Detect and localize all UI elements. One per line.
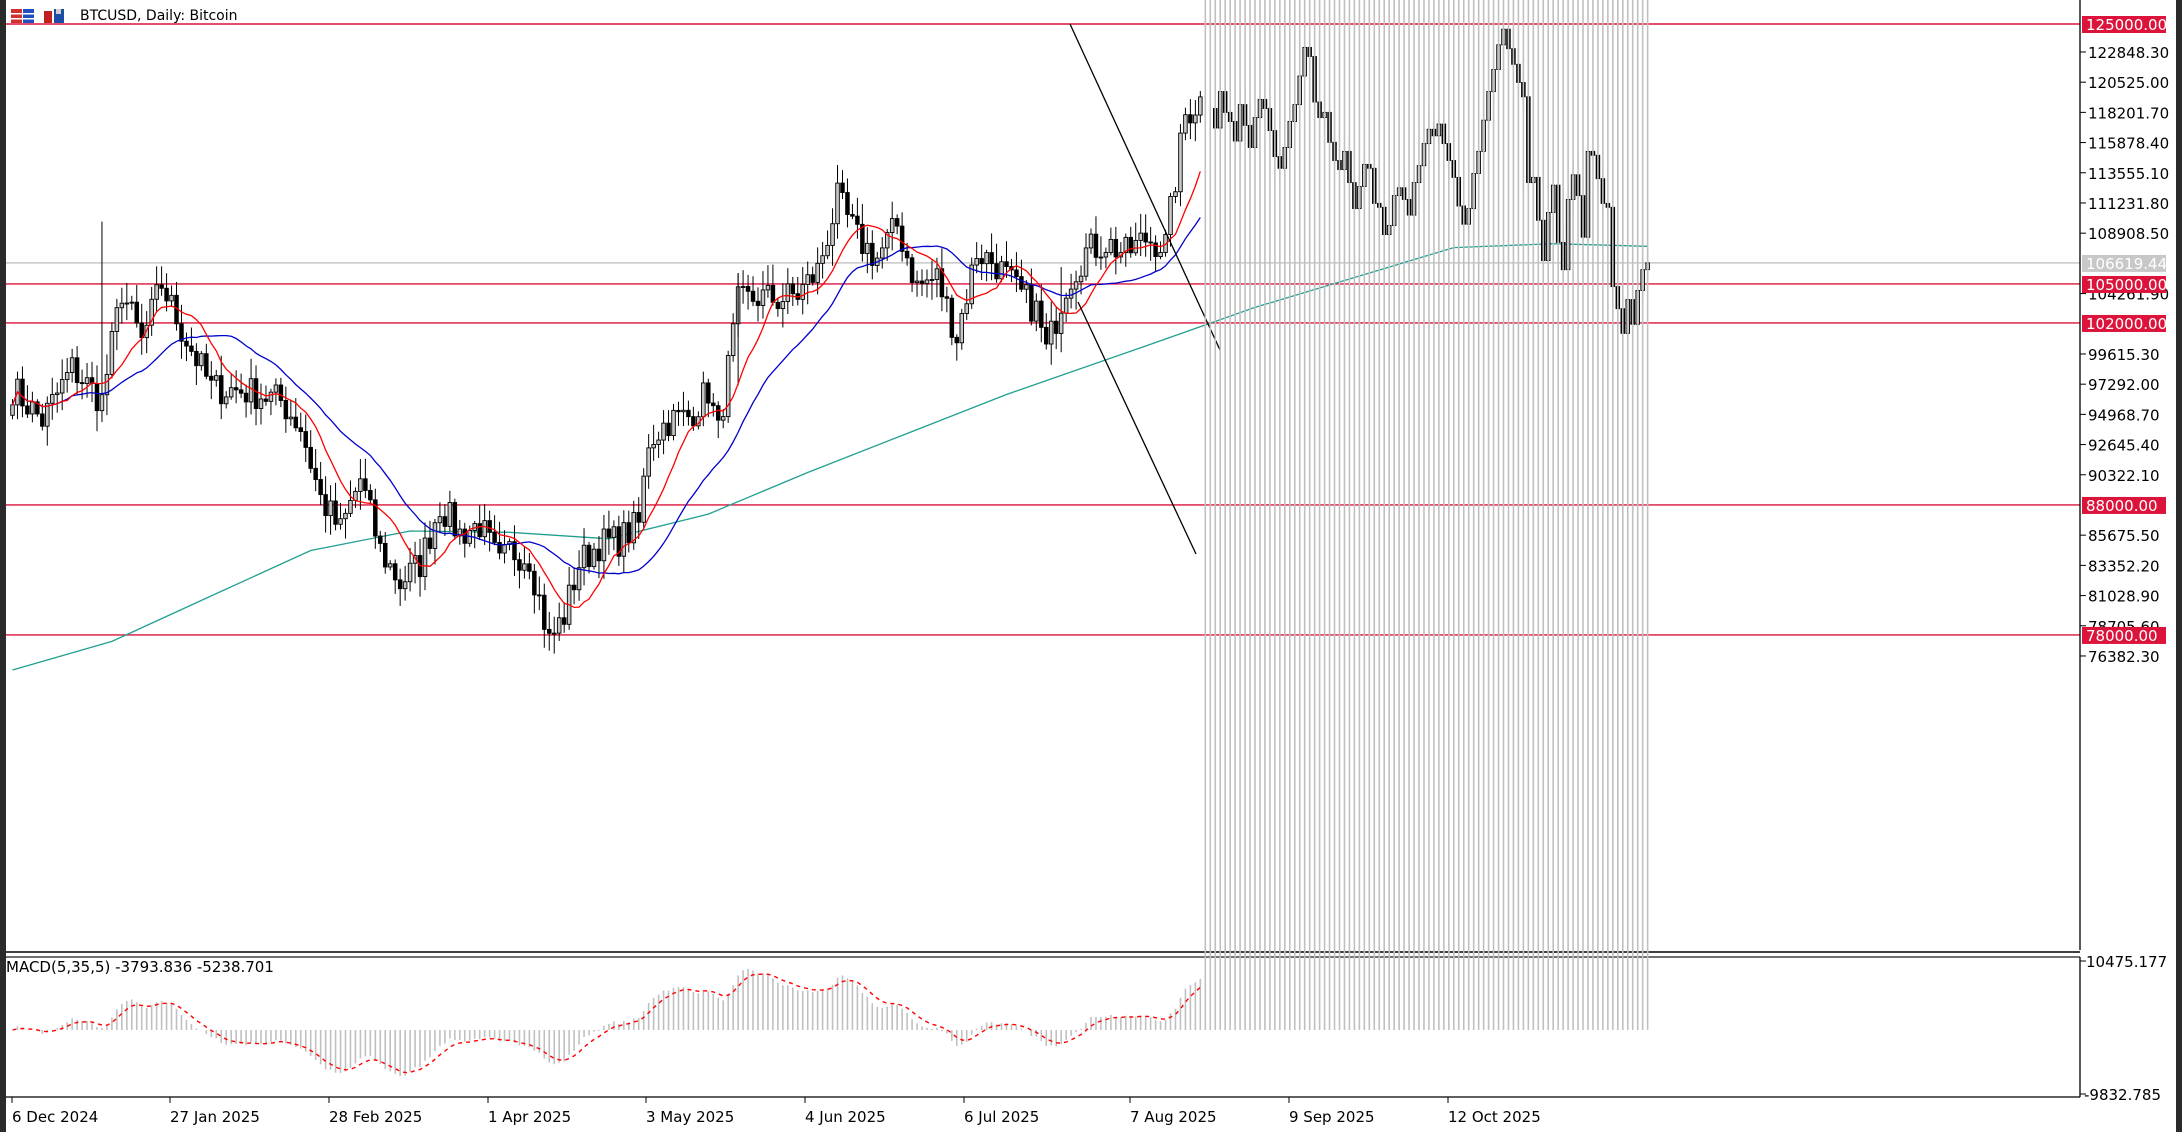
price-axis-label: 85675.50 <box>2088 527 2160 545</box>
lower-trendline[interactable] <box>1077 301 1197 555</box>
ma-fast-line <box>11 171 1201 609</box>
price-axis-label: 113555.10 <box>2088 165 2169 183</box>
chart-save-icon[interactable] <box>42 7 68 25</box>
window-edge <box>2176 0 2182 1132</box>
time-axis-label: 3 May 2025 <box>646 1108 734 1126</box>
level-tags: 125000.00 105000.00 102000.00 88000.00 78000… <box>2082 16 2167 645</box>
macd-histogram <box>16 0 1649 1077</box>
chart-title-bar: BTCUSD, Daily: Bitcoin <box>6 0 238 32</box>
horizontal-levels <box>6 23 2080 636</box>
price-axis-label: 97292.00 <box>2088 376 2160 394</box>
price-axis-label: 120525.00 <box>2088 74 2169 92</box>
chart-window: BTCUSD, Daily: Bitcoin 122848.30 120525.0… <box>6 0 2176 1132</box>
time-axis-label: 6 Jul 2025 <box>964 1108 1039 1126</box>
time-axis-label: 9 Sep 2025 <box>1289 1108 1375 1126</box>
time-axis-label: 7 Aug 2025 <box>1130 1108 1217 1126</box>
time-axis-label: 27 Jan 2025 <box>170 1108 260 1126</box>
channel-trendlines[interactable] <box>1069 23 1221 555</box>
time-axis-label: 6 Dec 2024 <box>12 1108 98 1126</box>
level-tag <box>2082 16 2166 33</box>
price-axis-label: 99615.30 <box>2088 346 2160 364</box>
level-tag <box>2082 626 2166 644</box>
ma-slow-line <box>12 243 1648 671</box>
time-axis-label: 28 Feb 2025 <box>329 1108 422 1126</box>
time-axis-label: 12 Oct 2025 <box>1448 1108 1541 1126</box>
level-tag-label: 102000.00 <box>2086 315 2167 333</box>
current-price-tag <box>2082 254 2166 272</box>
level-tag-label: 78000.00 <box>2086 627 2158 645</box>
price-axis-label: 118201.70 <box>2088 104 2169 122</box>
chart-list-icon[interactable] <box>10 7 36 25</box>
price-chart[interactable]: 122848.30 120525.00 118201.70 115878.40 1135… <box>6 0 2176 1132</box>
level-tag <box>2082 314 2166 332</box>
chart-title: BTCUSD, Daily: Bitcoin <box>80 8 238 24</box>
level-tag-label: 105000.00 <box>2086 276 2167 294</box>
price-axis-label: 81028.90 <box>2088 588 2160 606</box>
price-axis-label: 111231.80 <box>2088 195 2169 213</box>
level-tag-label: 125000.00 <box>2086 16 2167 34</box>
price-axis-label: 108908.50 <box>2088 225 2169 243</box>
price-axis-label: 94968.70 <box>2088 406 2160 424</box>
price-axis-label: 122848.30 <box>2088 44 2169 62</box>
price-axis-label: 76382.30 <box>2088 648 2160 666</box>
macd-signal-line <box>12 973 1201 1074</box>
price-axis-label: 115878.40 <box>2088 135 2169 153</box>
price-axis: 122848.30 120525.00 118201.70 115878.40 1135… <box>2080 44 2169 666</box>
time-axis-label: 4 Jun 2025 <box>805 1108 886 1126</box>
level-tag <box>2082 496 2166 514</box>
level-tag-label: 88000.00 <box>2086 497 2158 515</box>
price-axis-label: 92645.40 <box>2088 437 2160 455</box>
macd-indicator-label: MACD(5,35,5) -3793.836 -5238.701 <box>6 958 274 976</box>
time-axis: 6 Dec 2024 27 Jan 2025 28 Feb 2025 1 Apr 20… <box>11 1097 1541 1126</box>
ma-mid-line <box>11 217 1201 575</box>
macd-axis-max: 10475.177 <box>2086 953 2167 971</box>
time-axis-label: 1 Apr 2025 <box>488 1108 571 1126</box>
macd-axis-min: -9832.785 <box>2084 1086 2161 1104</box>
price-axis-label: 83352.20 <box>2088 557 2160 575</box>
upper-trendline[interactable] <box>1069 23 1221 351</box>
svg-text:106619.44: 106619.44 <box>2086 255 2167 273</box>
level-tag <box>2082 275 2166 293</box>
price-axis-label: 90322.10 <box>2088 467 2160 485</box>
